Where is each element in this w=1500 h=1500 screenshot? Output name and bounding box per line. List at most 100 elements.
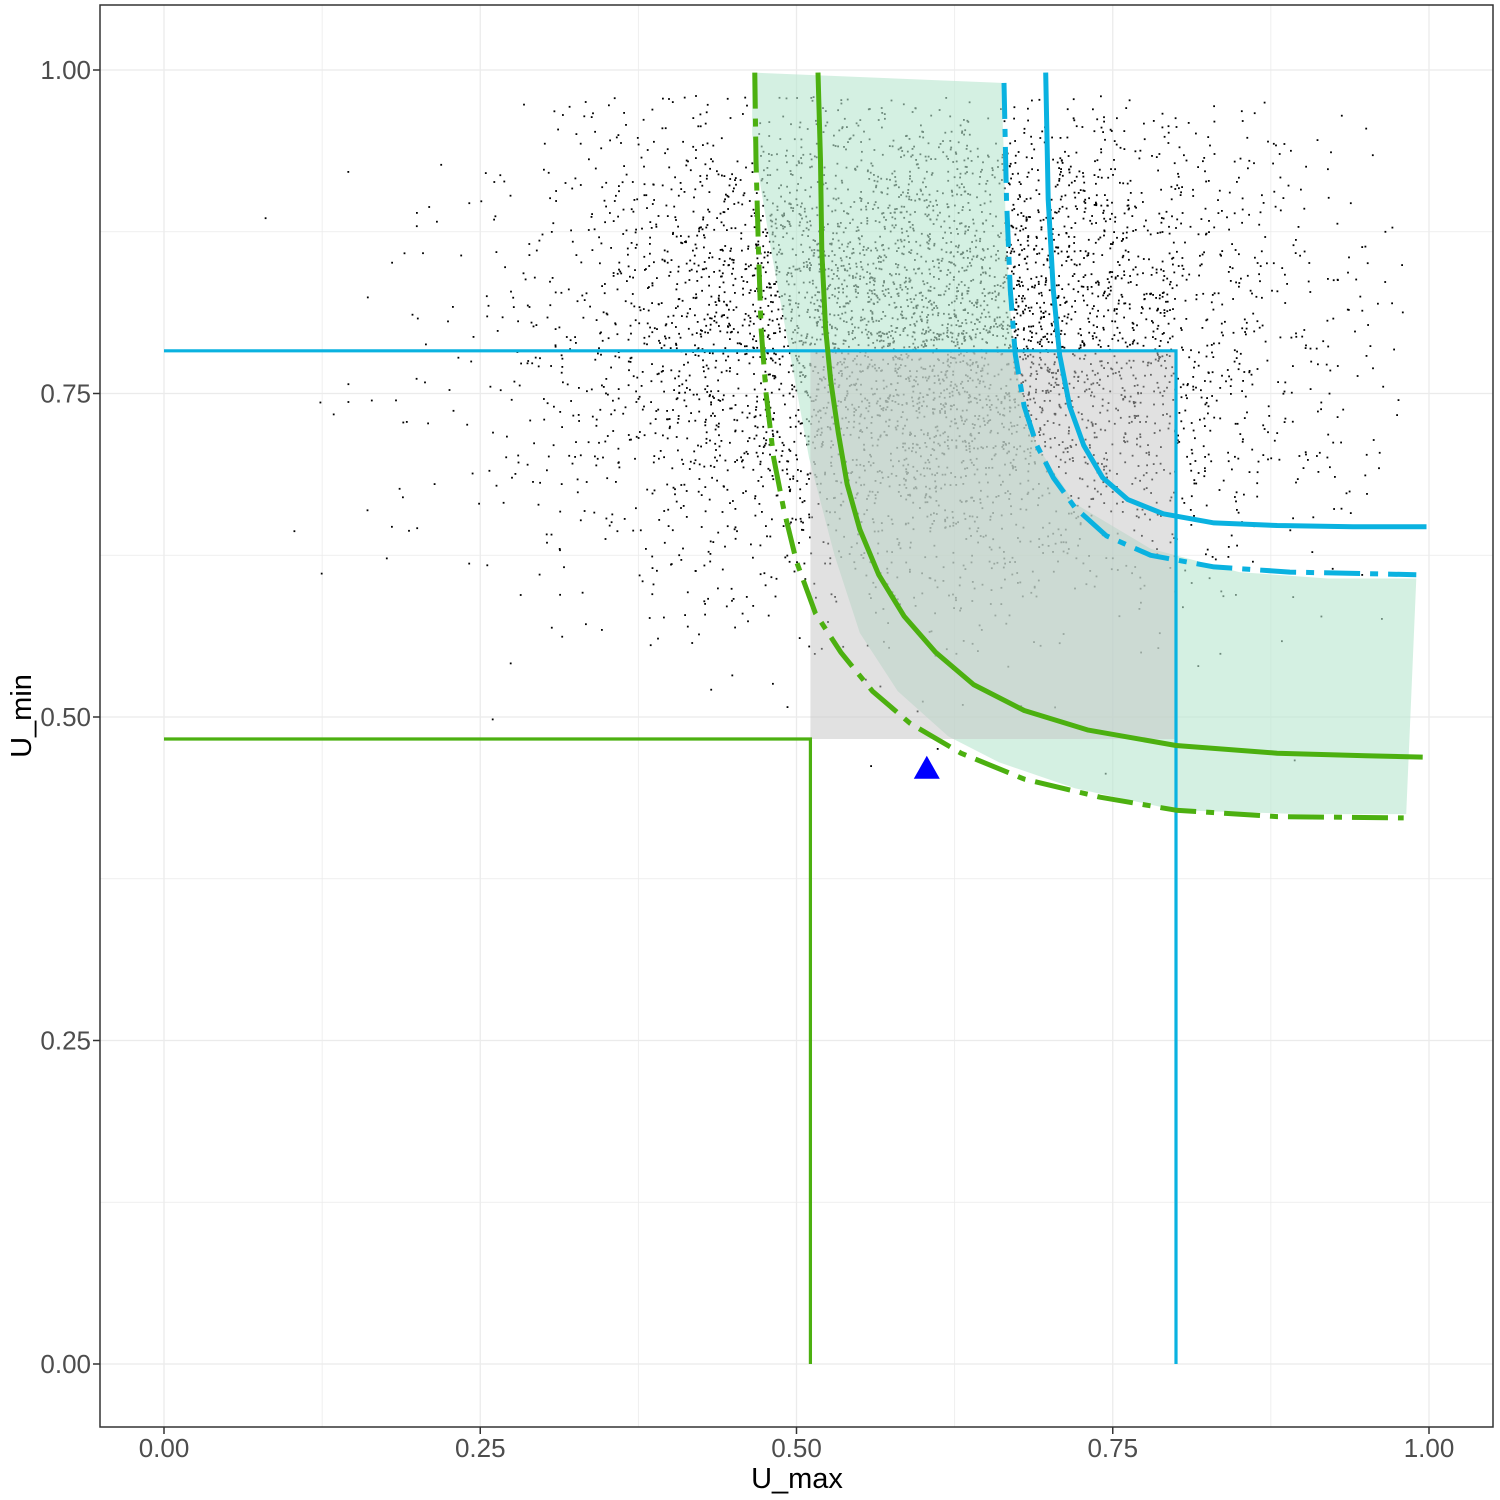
scatter-point (591, 249, 594, 251)
scatter-point (1044, 283, 1047, 286)
scatter-point (652, 461, 655, 464)
scatter-point (717, 390, 720, 392)
scatter-point (591, 213, 593, 215)
scatter-point (745, 490, 747, 493)
scatter-point (1231, 267, 1234, 270)
scatter-point (708, 352, 711, 354)
scatter-point (1013, 117, 1015, 120)
scatter-point (736, 342, 739, 345)
scatter-point (579, 184, 582, 186)
scatter-point (1021, 249, 1023, 252)
scatter-point (663, 249, 666, 252)
scatter-point (688, 420, 690, 423)
scatter-point (808, 478, 810, 480)
scatter-point (692, 145, 695, 148)
scatter-point (729, 324, 731, 327)
scatter-point (1027, 235, 1030, 237)
scatter-point (563, 566, 565, 569)
scatter-point (710, 317, 713, 320)
scatter-point (755, 192, 758, 194)
scatter-point (616, 530, 619, 533)
scatter-point (1014, 154, 1017, 157)
scatter-point (1058, 275, 1060, 277)
scatter-point (633, 305, 636, 308)
scatter-point (1377, 302, 1379, 305)
scatter-point (1033, 148, 1036, 151)
scatter-point (1102, 328, 1105, 331)
scatter-point (1027, 306, 1030, 309)
scatter-point (1060, 168, 1062, 170)
scatter-point (708, 256, 710, 259)
scatter-point (1044, 310, 1047, 313)
scatter-point (1250, 373, 1253, 376)
scatter-point (1010, 177, 1012, 180)
scatter-point (769, 252, 772, 254)
scatter-point (566, 383, 569, 386)
scatter-point (1212, 308, 1215, 311)
scatter-point (705, 418, 707, 421)
scatter-point (750, 543, 752, 546)
scatter-point (1245, 333, 1247, 336)
scatter-point (698, 463, 701, 466)
scatter-point (547, 455, 550, 458)
scatter-point (560, 483, 563, 485)
scatter-point (293, 530, 296, 533)
scatter-point (773, 352, 776, 355)
scatter-point (713, 228, 716, 231)
scatter-point (602, 386, 605, 388)
scatter-point (1283, 143, 1286, 145)
scatter-point (1055, 284, 1058, 287)
scatter-point (1317, 471, 1320, 473)
scatter-point (1208, 220, 1210, 222)
scatter-point (1042, 336, 1045, 338)
scatter-point (765, 439, 768, 442)
scatter-point (1219, 417, 1222, 420)
scatter-point (799, 432, 802, 435)
scatter-point (614, 355, 617, 358)
scatter-point (605, 392, 607, 395)
scatter-point (694, 188, 697, 191)
scatter-point (1139, 149, 1142, 152)
scatter-point (767, 614, 770, 617)
scatter-point (740, 456, 742, 459)
scatter-point (587, 229, 590, 231)
scatter-point (634, 247, 637, 249)
scatter-point (578, 387, 580, 389)
scatter-point (1009, 142, 1012, 145)
scatter-point (550, 365, 552, 367)
scatter-point (661, 127, 664, 130)
scatter-point (320, 572, 323, 575)
scatter-point (695, 149, 697, 151)
scatter-point (1059, 157, 1062, 160)
scatter-point (1226, 369, 1229, 371)
scatter-point (623, 518, 626, 520)
scatter-point (681, 458, 683, 461)
scatter-point (1022, 228, 1025, 231)
scatter-point (513, 380, 516, 383)
scatter-point (729, 257, 731, 260)
scatter-point (723, 314, 725, 316)
scatter-point (724, 545, 726, 548)
scatter-point (870, 765, 872, 767)
scatter-point (1053, 250, 1056, 253)
scatter-point (698, 398, 701, 401)
scatter-point (1084, 250, 1087, 253)
scatter-point (612, 220, 615, 222)
scatter-point (606, 435, 609, 437)
scatter-point (625, 124, 627, 126)
scatter-point (416, 212, 418, 214)
scatter-point (630, 332, 632, 335)
scatter-point (1221, 210, 1223, 212)
scatter-point (1180, 191, 1182, 194)
scatter-point (779, 330, 781, 333)
scatter-point (710, 688, 713, 691)
scatter-point (655, 223, 658, 226)
scatter-point (523, 103, 525, 106)
scatter-point (1248, 471, 1251, 473)
scatter-point (1167, 341, 1169, 344)
scatter-point (1080, 285, 1083, 288)
scatter-point (790, 364, 793, 367)
scatter-point (656, 373, 659, 376)
scatter-point (743, 192, 746, 195)
scatter-point (657, 637, 659, 640)
